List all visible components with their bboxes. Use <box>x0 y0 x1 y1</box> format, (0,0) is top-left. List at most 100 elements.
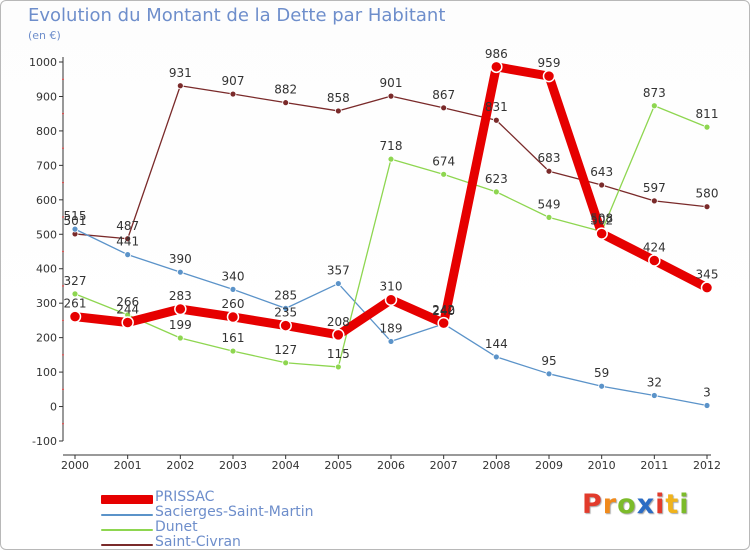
data-label: 242 <box>432 303 455 317</box>
y-tick-label: 400 <box>36 263 57 276</box>
legend-label: Dunet <box>155 519 198 535</box>
y-minor-dot <box>62 147 64 150</box>
data-label: 161 <box>222 331 245 345</box>
data-point <box>71 225 79 233</box>
data-point <box>334 280 342 287</box>
x-tick-label: 2002 <box>166 459 194 472</box>
data-point <box>282 359 290 367</box>
x-tick-label: 2007 <box>430 459 458 472</box>
proxiti-logo: Proxiti <box>582 489 690 520</box>
data-label: 674 <box>432 154 455 168</box>
data-point <box>68 310 82 323</box>
y-tick-label: 0 <box>50 401 57 414</box>
data-point <box>650 197 658 205</box>
data-point <box>440 170 448 178</box>
data-label: 597 <box>643 181 666 195</box>
y-minor-dot <box>62 285 64 287</box>
data-label: 357 <box>327 264 350 278</box>
data-point <box>490 60 503 74</box>
legend-swatch <box>101 529 153 531</box>
y-tick-label: 600 <box>36 194 57 207</box>
labels-prissac: 261 244 283 260 235 208 310 242 986 959 502 424 345 <box>64 47 719 329</box>
data-point <box>437 316 450 330</box>
data-label: 643 <box>590 165 613 179</box>
data-label: 683 <box>538 151 561 165</box>
logo-letter: o <box>617 489 637 520</box>
data-label: 623 <box>485 172 508 186</box>
data-point <box>176 334 184 342</box>
data-label: 508 <box>590 212 613 226</box>
data-label: 235 <box>274 306 297 320</box>
data-label: 718 <box>380 139 403 153</box>
data-label: 261 <box>64 297 87 311</box>
data-label: 208 <box>327 315 350 329</box>
legend-swatch <box>101 514 153 516</box>
data-label: 873 <box>643 86 666 100</box>
data-label: 127 <box>274 343 297 357</box>
data-point <box>124 235 132 243</box>
data-point <box>595 227 608 240</box>
data-label: 515 <box>64 209 87 223</box>
data-label: 931 <box>169 66 192 80</box>
data-label: 266 <box>116 295 139 309</box>
data-label: 502 <box>590 214 613 228</box>
data-point <box>282 304 290 312</box>
legend-swatch <box>101 544 153 546</box>
data-label: 345 <box>696 268 719 282</box>
x-tick-label: 2011 <box>640 459 668 472</box>
data-point <box>703 123 711 131</box>
data-point <box>700 281 714 294</box>
data-point <box>703 203 711 211</box>
labels-saint-civran: 501 487 931 907 882 858 901 867 831 683 643 597 580 <box>64 66 719 233</box>
logo-letter: t <box>665 489 680 520</box>
series-sacierges-saint-martin <box>71 225 711 409</box>
data-label: 310 <box>380 280 403 294</box>
x-tick-label: 2009 <box>535 459 563 472</box>
data-label: 32 <box>647 376 662 390</box>
logo-letter: i <box>655 489 666 520</box>
y-tick-label: 200 <box>36 332 57 345</box>
data-point <box>176 268 184 276</box>
data-point <box>124 251 132 259</box>
x-tick-label: 2005 <box>324 459 352 472</box>
data-label: 327 <box>64 274 87 288</box>
data-point <box>174 302 187 316</box>
data-point <box>440 104 448 112</box>
data-label: 260 <box>222 297 245 311</box>
x-tick-label: 2003 <box>219 459 247 472</box>
labels-dunet: 327 266 199 161 127 115 718 674 623 549 508 873 811 <box>64 86 719 361</box>
logo-letter: r <box>602 489 618 520</box>
y-tick-label: 1000 <box>29 56 57 69</box>
data-label: 501 <box>64 214 87 228</box>
x-tick-label: 2008 <box>482 459 510 472</box>
data-point <box>387 338 395 345</box>
y-minor-dot <box>62 250 64 253</box>
data-label: 959 <box>538 56 561 70</box>
y-minor-dot <box>62 181 64 184</box>
data-point <box>121 316 134 329</box>
y-minor-dot <box>62 353 64 356</box>
legend-label: Sacierges-Saint-Martin <box>155 504 314 520</box>
data-point <box>545 213 553 221</box>
data-point <box>384 293 398 306</box>
data-label: 115 <box>327 347 350 361</box>
data-label: 283 <box>169 289 192 303</box>
data-label: 831 <box>485 100 508 114</box>
logo-letter: i <box>679 489 690 520</box>
y-tick-label: 800 <box>36 125 57 138</box>
data-point <box>229 285 237 293</box>
data-label: 59 <box>594 366 609 380</box>
x-tick-label: 2006 <box>377 459 405 472</box>
logo-letter: P <box>582 489 603 520</box>
y-minor-dot <box>62 388 64 391</box>
data-label: 867 <box>432 88 455 102</box>
y-minor-dot <box>62 78 64 81</box>
data-point <box>334 363 342 371</box>
data-label: 199 <box>169 318 192 332</box>
data-label: 390 <box>169 252 192 266</box>
series-saint-civran <box>71 82 711 243</box>
data-point <box>598 382 606 390</box>
data-label: 95 <box>541 354 556 368</box>
y-tick-label: -100 <box>32 435 57 448</box>
